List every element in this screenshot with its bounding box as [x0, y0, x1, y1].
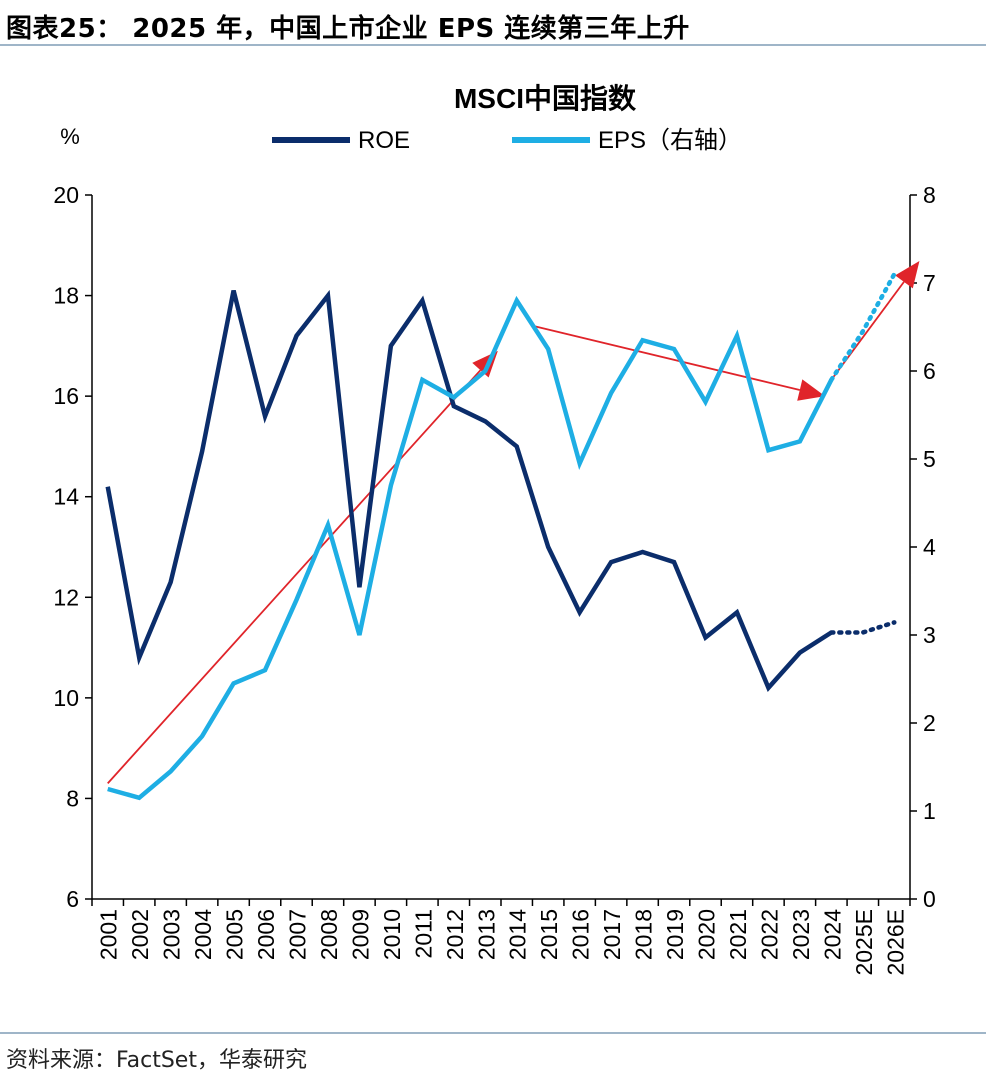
- x-tick-label: 2003: [159, 909, 185, 960]
- trend-arrow-line: [107, 369, 482, 784]
- x-tick-label: 2014: [505, 909, 531, 960]
- left-tick-label: 16: [53, 383, 79, 409]
- x-tick-label: 2012: [442, 909, 468, 960]
- right-tick-label: 0: [923, 886, 936, 912]
- left-tick-label: 14: [53, 484, 79, 510]
- figure-title: 图表25： 2025 年，中国上市企业 EPS 连续第三年上升: [6, 14, 690, 44]
- right-tick-label: 2: [923, 710, 936, 736]
- trend-arrow-head: [797, 379, 826, 401]
- eps-estimate-line: [829, 271, 897, 383]
- x-tick-label: 2026E: [882, 909, 908, 976]
- x-tick-label: 2023: [788, 909, 814, 960]
- x-tick-label: 2002: [127, 909, 153, 960]
- x-tick-label: 2016: [568, 909, 594, 960]
- title-rule: [0, 44, 986, 46]
- roe-line: [105, 289, 833, 692]
- x-tick-label: 2009: [347, 909, 373, 960]
- right-tick-label: 4: [923, 534, 936, 560]
- left-tick-label: 8: [66, 785, 79, 811]
- x-tick-label: 2011: [410, 909, 436, 958]
- right-tick-label: 3: [923, 622, 936, 648]
- x-tick-label: 2004: [190, 909, 216, 960]
- x-tick-label: 2021: [725, 909, 751, 960]
- legend-label-eps: EPS（右轴）: [598, 127, 742, 154]
- x-tick-label: 2022: [756, 909, 782, 960]
- trend-arrow-line: [532, 324, 800, 391]
- x-tick-label: 2010: [379, 909, 405, 960]
- x-tick-label: 2005: [222, 909, 248, 960]
- legend: ROE EPS（右轴）: [272, 127, 742, 154]
- source-rule: [0, 1032, 986, 1034]
- right-tick-label: 7: [923, 270, 936, 296]
- eps-line: [107, 295, 834, 801]
- right-tick-label: 6: [923, 358, 936, 384]
- x-tick-label: 2017: [599, 909, 625, 960]
- x-tick-label: 2001: [96, 909, 122, 960]
- x-tick-label: 2019: [662, 909, 688, 960]
- roe-estimate-line: [829, 620, 897, 635]
- right-tick-label: 5: [923, 446, 936, 472]
- left-tick-label: 6: [66, 886, 79, 912]
- left-tick-label: 18: [53, 283, 79, 309]
- x-tick-label: 2018: [631, 909, 657, 960]
- chart-title: MSCI中国指数: [454, 83, 637, 114]
- trend-arrows: [107, 261, 920, 784]
- left-tick-label: 12: [53, 584, 79, 610]
- trend-arrow-line: [830, 281, 905, 381]
- x-tick-label: 2013: [473, 909, 499, 960]
- trend-arrow-head: [895, 261, 920, 289]
- x-tick-label: 2020: [694, 909, 720, 960]
- left-tick-label: 20: [53, 182, 79, 208]
- x-tick-label: 2008: [316, 909, 342, 960]
- x-tick-label: 2024: [819, 909, 845, 960]
- right-tick-label: 8: [923, 182, 936, 208]
- source-note: 资料来源：FactSet，华泰研究: [6, 1048, 307, 1073]
- right-tick-label: 1: [923, 798, 936, 824]
- eps-roe-chart: MSCI中国指数 % ROE EPS（右轴） 68101214161820012…: [53, 83, 936, 976]
- left-tick-label: 10: [53, 685, 79, 711]
- x-tick-label: 2015: [536, 909, 562, 960]
- legend-label-roe: ROE: [358, 127, 410, 154]
- x-tick-label: 2025E: [851, 909, 877, 976]
- x-tick-label: 2007: [285, 909, 311, 960]
- left-axis-unit: %: [60, 124, 80, 149]
- series-lines: [105, 271, 897, 801]
- x-tick-label: 2006: [253, 909, 279, 960]
